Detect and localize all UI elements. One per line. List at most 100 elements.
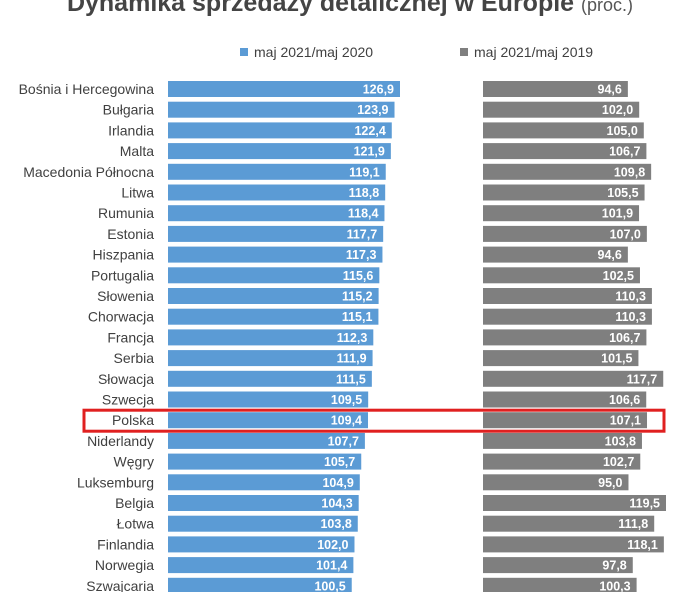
data-label-series-1-szwajcaria: 100,5: [314, 579, 345, 592]
bar-series-1-bosnia-i-hercegowina: [168, 81, 400, 97]
category-label-niderlandy: Niderlandy: [87, 433, 154, 449]
bar-series-2-wegry: [483, 453, 641, 470]
bar-series-2-estonia: [483, 225, 647, 242]
data-label-series-1-serbia: 111,9: [337, 352, 367, 366]
bar-series-1-norwegia: [168, 557, 354, 574]
data-label-series-1-polska: 109,4: [331, 414, 362, 428]
category-label-serbia: Serbia: [114, 350, 155, 366]
bar-series-2-bosnia-i-hercegowina: [483, 81, 628, 97]
data-label-series-1-rumunia: 118,4: [348, 207, 379, 221]
data-label-series-1-macedonia-polnocna: 119,1: [349, 165, 380, 179]
bar-series-2-norwegia: [483, 557, 633, 574]
data-label-series-2-szwecja: 106,6: [609, 393, 640, 407]
legend-label-series-1: maj 2021/maj 2020: [254, 44, 374, 60]
bar-series-1-malta: [168, 143, 391, 160]
category-label-chorwacja: Chorwacja: [88, 309, 154, 325]
bar-series-1-serbia: [168, 350, 373, 367]
data-label-series-2-malta: 106,7: [609, 145, 640, 159]
bar-series-2-malta: [483, 143, 647, 160]
legend-label-series-2: maj 2021/maj 2019: [474, 44, 594, 60]
bar-series-2-chorwacja: [483, 308, 652, 325]
data-label-series-2-wegry: 102,7: [603, 455, 634, 469]
category-label-portugalia: Portugalia: [91, 267, 154, 283]
category-label-luksemburg: Luksemburg: [77, 474, 154, 490]
bar-series-2-serbia: [483, 350, 639, 367]
bar-series-1-bulgaria: [168, 101, 395, 118]
category-label-estonia: Estonia: [107, 226, 154, 242]
category-label-irlandia: Irlandia: [108, 122, 154, 138]
data-label-series-2-francja: 106,7: [609, 331, 640, 345]
data-label-series-1-litwa: 118,8: [349, 186, 380, 200]
data-label-series-1-irlandia: 122,4: [354, 124, 385, 138]
bar-series-1-francja: [168, 329, 374, 346]
category-label-francja: Francja: [107, 329, 154, 345]
bar-series-2-macedonia-polnocna: [483, 163, 652, 180]
bar-series-1-slowacja: [168, 370, 372, 387]
legend-item-series-1: maj 2021/maj 2020: [240, 44, 373, 60]
category-label-macedonia-polnocna: Macedonia Północna: [23, 164, 154, 180]
data-label-series-2-portugalia: 102,5: [603, 269, 634, 283]
bar-series-2-litwa: [483, 184, 645, 201]
bar-series-2-finlandia: [483, 536, 664, 553]
category-label-hiszpania: Hiszpania: [93, 247, 155, 263]
bar-series-1-irlandia: [168, 122, 392, 139]
category-label-slowacja: Słowacja: [98, 371, 154, 387]
legend-item-series-2: maj 2021/maj 2019: [460, 44, 593, 60]
bar-series-2-luksemburg: [483, 474, 629, 491]
category-label-norwegia: Norwegia: [95, 557, 154, 573]
data-label-series-2-estonia: 107,0: [610, 227, 641, 241]
bar-series-1-finlandia: [168, 536, 355, 553]
category-label-szwajcaria: Szwajcaria: [86, 578, 154, 592]
bar-series-1-hiszpania: [168, 246, 383, 263]
data-label-series-1-finlandia: 102,0: [317, 538, 348, 552]
legend-swatch-series-1: [240, 48, 248, 56]
bar-series-1-rumunia: [168, 205, 385, 222]
data-label-series-1-norwegia: 101,4: [316, 559, 347, 573]
bar-series-2-slowacja: [483, 370, 664, 387]
data-label-series-1-portugalia: 115,6: [343, 269, 374, 283]
data-label-series-1-wegry: 105,7: [324, 455, 355, 469]
bar-series-1-estonia: [168, 225, 384, 242]
data-label-series-2-hiszpania: 94,6: [598, 248, 622, 262]
bar-series-2-niderlandy: [483, 432, 642, 449]
highlight-box-polska: [82, 408, 666, 433]
chart-title-text: Dynamika sprzedaży detalicznej w Europie: [66, 0, 575, 17]
category-label-litwa: Litwa: [121, 185, 154, 201]
bar-series-1-wegry: [168, 453, 362, 470]
bar-series-1-szwecja: [168, 391, 369, 408]
category-label-slowenia: Słowenia: [97, 288, 154, 304]
bar-series-1-macedonia-polnocna: [168, 163, 386, 180]
bar-series-2-bulgaria: [483, 101, 640, 118]
bar-series-1-niderlandy: [168, 432, 365, 449]
data-label-series-2-luksemburg: 95,0: [598, 476, 622, 490]
data-label-series-1-lotwa: 103,8: [320, 517, 351, 531]
bar-series-1-portugalia: [168, 267, 380, 284]
bar-series-2-irlandia: [483, 122, 644, 139]
category-label-finlandia: Finlandia: [97, 536, 154, 552]
category-label-polska: Polska: [112, 412, 154, 428]
bar-series-2-francja: [483, 329, 647, 346]
data-label-series-2-macedonia-polnocna: 109,8: [614, 165, 645, 179]
data-label-series-2-lotwa: 111,8: [618, 517, 648, 531]
bar-series-2-slowenia: [483, 288, 652, 304]
bar-series-2-hiszpania: [483, 246, 628, 263]
category-label-lotwa: Łotwa: [117, 516, 155, 532]
bar-series-1-belgia: [168, 495, 359, 511]
bar-series-2-szwajcaria: [483, 577, 637, 592]
data-label-series-1-niderlandy: 107,7: [328, 434, 359, 448]
bar-series-2-polska: [483, 412, 648, 429]
data-label-series-2-niderlandy: 103,8: [605, 434, 636, 448]
data-label-series-2-belgia: 119,5: [629, 497, 660, 511]
data-label-series-1-estonia: 117,7: [347, 227, 378, 241]
data-label-series-2-bulgaria: 102,0: [602, 103, 633, 117]
data-label-series-2-bosnia-i-hercegowina: 94,6: [598, 83, 622, 97]
bar-series-1-slowenia: [168, 288, 379, 304]
data-label-series-2-chorwacja: 110,3: [615, 310, 646, 324]
legend-swatch-series-2: [460, 48, 468, 56]
category-label-malta: Malta: [120, 143, 154, 159]
data-label-series-2-polska: 107,1: [610, 414, 641, 428]
bar-series-1-luksemburg: [168, 474, 360, 491]
category-label-belgia: Belgia: [115, 495, 154, 511]
data-label-series-2-litwa: 105,5: [607, 186, 638, 200]
